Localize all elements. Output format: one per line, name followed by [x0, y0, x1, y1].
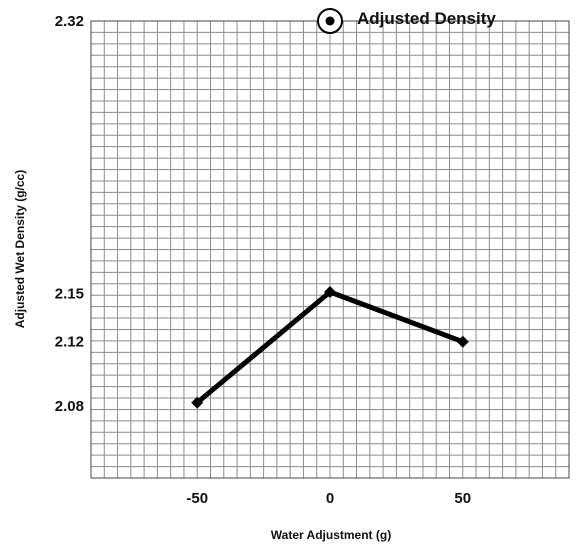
- data-point-marker: [456, 335, 469, 348]
- x-axis-label: Water Adjustment (g): [271, 528, 391, 542]
- legend-label-adjusted-density: Adjusted Density: [357, 9, 496, 28]
- y-axis-ticks: 2.32 2.15 2.12 2.08: [55, 13, 84, 415]
- x-tick-label: -50: [186, 490, 208, 507]
- grid: [91, 21, 569, 478]
- y-axis-label: Adjusted Wet Density (g/cc): [13, 170, 27, 328]
- data-point-marker: [324, 285, 336, 298]
- x-tick-label: 50: [454, 490, 471, 507]
- x-axis-ticks: -50 0 50: [186, 490, 471, 507]
- y-tick-label: 2.15: [55, 286, 84, 303]
- legend-marker-dot: [325, 16, 335, 26]
- y-tick-label: 2.32: [55, 13, 84, 30]
- legend: Adjusted Density: [317, 8, 496, 34]
- data-point-marker: [191, 396, 204, 409]
- y-tick-label: 2.08: [55, 398, 84, 415]
- y-tick-label: 2.12: [55, 334, 84, 351]
- series-group: [191, 285, 469, 409]
- x-tick-label: 0: [326, 490, 334, 507]
